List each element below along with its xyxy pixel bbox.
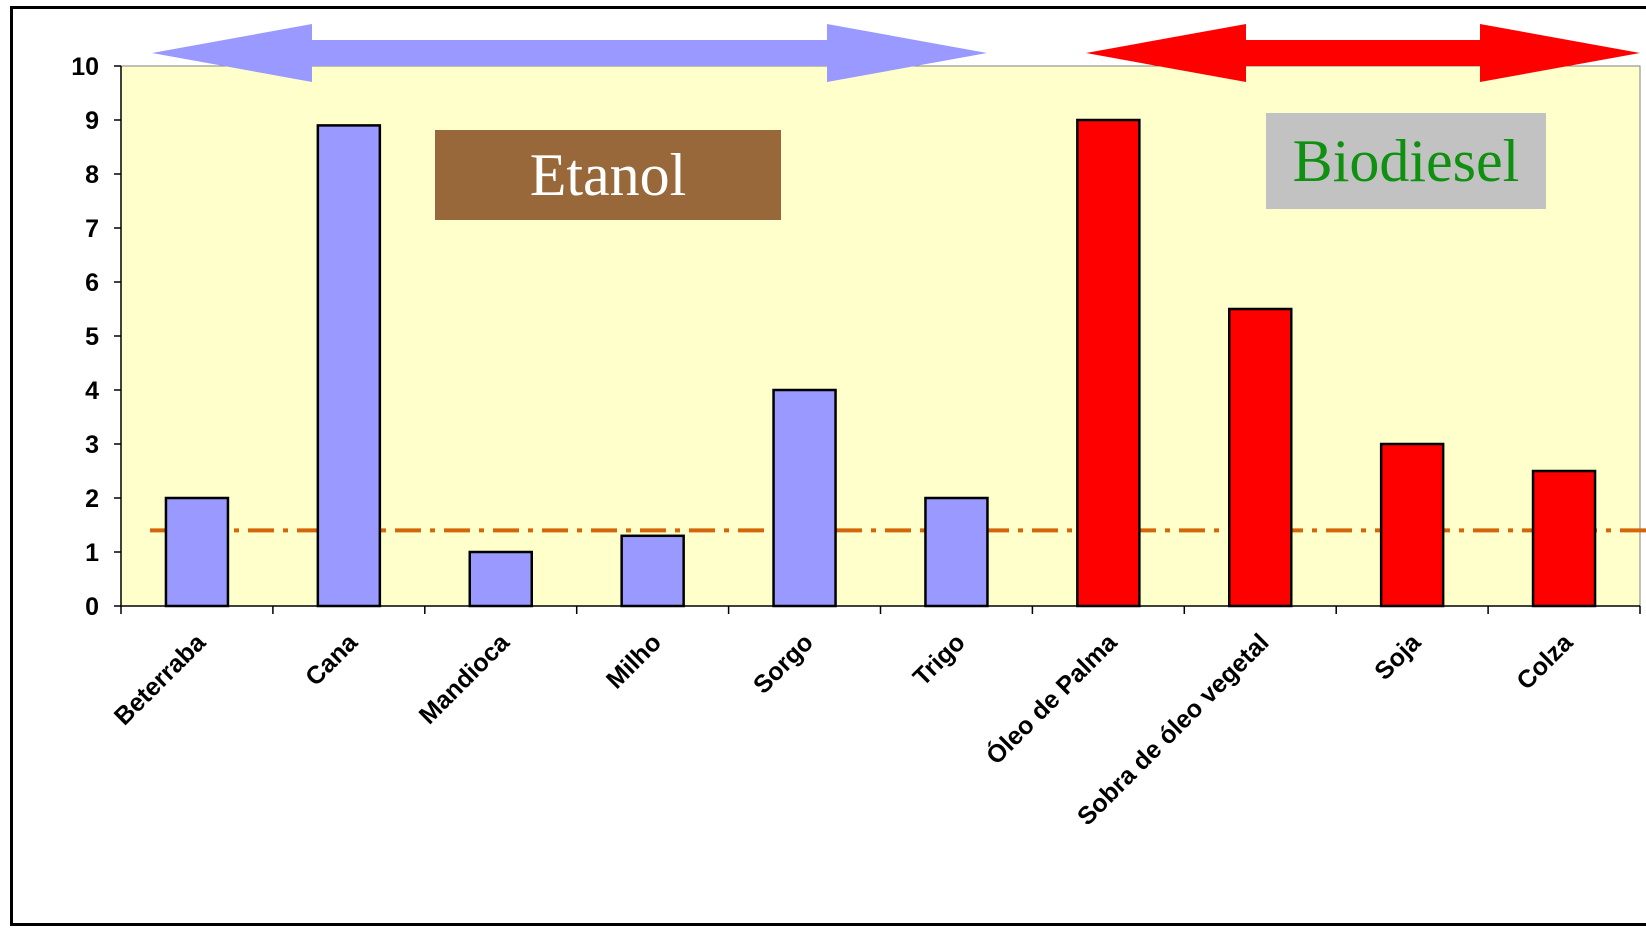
x-tick-label: Trigo: [908, 628, 971, 691]
bar-3: [620, 534, 685, 608]
x-tick-label: Beterraba: [109, 628, 212, 731]
y-tick-label: 3: [85, 431, 99, 459]
y-tick-label: 10: [71, 53, 99, 81]
bar-2: [468, 550, 533, 608]
bars-layer: [164, 118, 1597, 608]
group-label-etanol-text: Etanol: [529, 141, 687, 208]
bar-4: [772, 388, 837, 608]
y-tick-label: 1: [85, 539, 99, 567]
y-tick-label: 4: [85, 377, 99, 405]
bar-6: [1076, 118, 1141, 608]
etanol-range-arrow: [152, 24, 987, 82]
x-tick-label: Colza: [1511, 628, 1579, 696]
x-tick-label: Óleo de Palma: [980, 626, 1124, 770]
y-tick-label: 0: [85, 593, 99, 621]
y-tick-label: 2: [85, 485, 99, 513]
bar-1: [316, 124, 382, 608]
y-tick-label: 9: [85, 107, 99, 135]
bar-5: [924, 496, 989, 608]
group-arrows-layer: [152, 24, 1640, 82]
x-tick-label: Milho: [601, 628, 667, 694]
bar-7: [1228, 307, 1293, 608]
biodiesel-range-arrow: [1086, 24, 1640, 82]
bar-8: [1379, 442, 1445, 608]
x-tick-label: Soja: [1369, 628, 1427, 686]
group-label-biodiesel-text: Biodiesel: [1292, 127, 1520, 194]
y-tick-label: 7: [85, 215, 99, 243]
y-tick-label: 8: [85, 161, 99, 189]
x-tick-label: Mandioca: [414, 628, 516, 730]
group-label-etanol: Etanol: [435, 130, 781, 220]
group-label-biodiesel: Biodiesel: [1266, 113, 1546, 209]
bar-0: [164, 496, 230, 608]
y-tick-label: 6: [85, 269, 99, 297]
y-tick-label: 5: [85, 323, 99, 351]
x-tick-label: Sorgo: [748, 628, 819, 699]
x-tick-label: Cana: [300, 628, 364, 692]
chart-frame: [10, 6, 1646, 926]
bar-9: [1531, 469, 1597, 608]
